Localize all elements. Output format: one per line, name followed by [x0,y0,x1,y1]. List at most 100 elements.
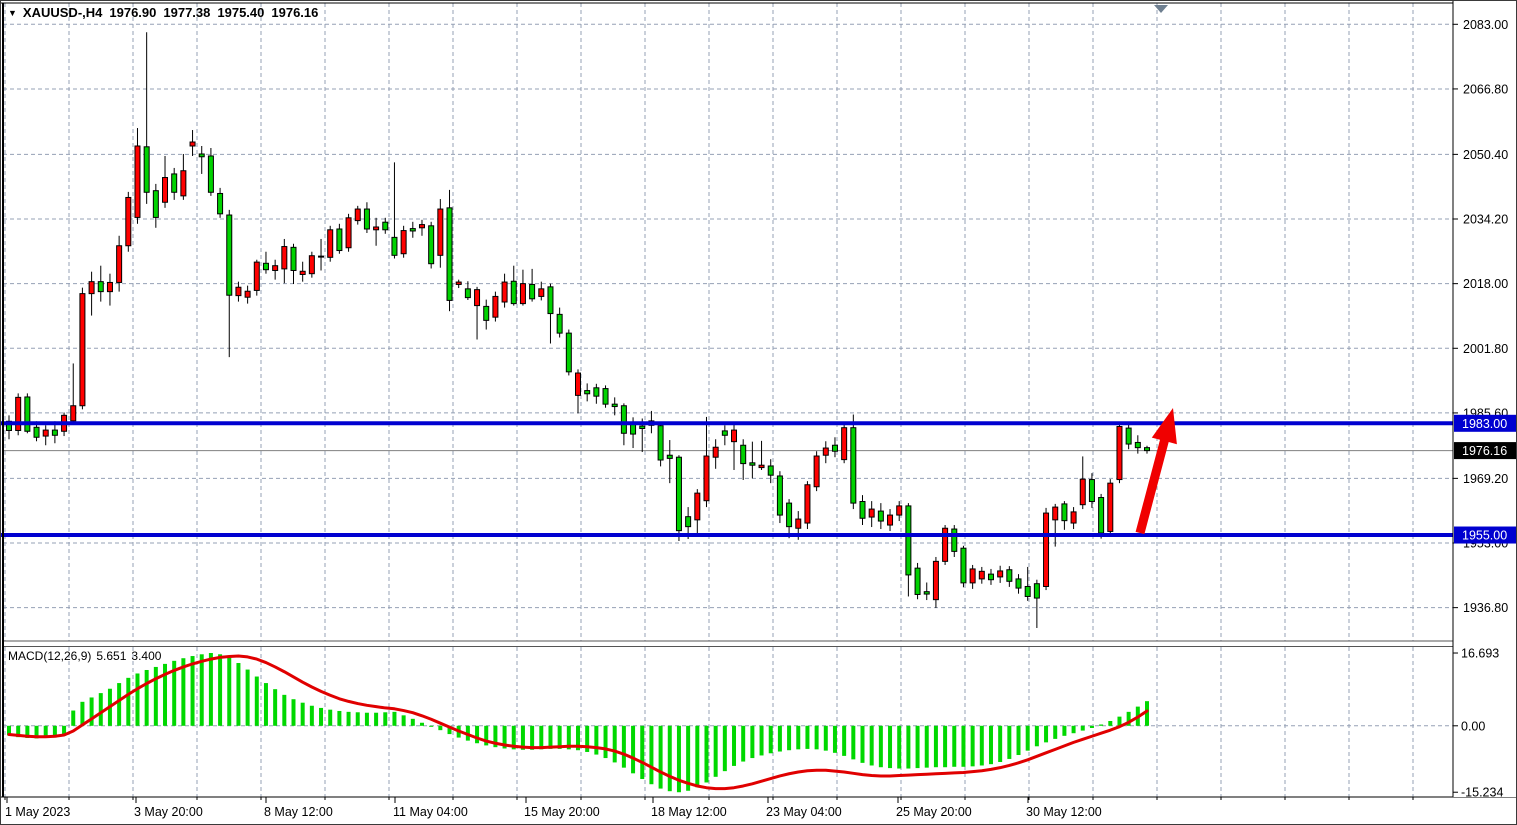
level-price-badge [1454,526,1516,544]
candle-bear [207,155,214,193]
macd-histogram-bar [888,725,893,769]
candle-bull [887,514,894,526]
candle-bear [914,567,921,595]
macd-histogram-bar [227,657,232,726]
macd-histogram-bar [796,725,801,750]
macd-histogram-bar [190,656,195,726]
macd-histogram-bar [429,725,434,727]
macd-main-value: 5.651 [96,649,127,663]
candle-bull [79,293,86,407]
macd-histogram-bar [732,725,737,766]
macd-histogram-bar [419,722,424,726]
price-axis-label: 1936.80 [1463,601,1508,615]
candle-bull [189,141,196,147]
candle-bear [152,190,159,218]
candle-bear [33,426,40,438]
macd-histogram-bar [676,725,681,793]
macd-histogram-bar [1053,725,1058,739]
macd-histogram-bar [328,709,333,726]
macd-histogram-bar [502,725,507,749]
macd-histogram-bar [410,718,415,726]
time-axis-label: 30 May 12:00 [1026,805,1102,819]
candle-bear [685,516,692,528]
macd-histogram-bar [576,725,580,751]
candle-bull [455,281,462,285]
time-axis-label: 1 May 2023 [5,805,70,819]
candle-bear [1033,583,1040,599]
macd-histogram-bar [814,725,819,750]
candle-bull [327,229,334,258]
candle-bull [354,208,361,222]
trend-up-arrow[interactable] [1135,408,1177,535]
macd-histogram-bar [933,725,938,768]
macd-histogram-bar [1080,725,1085,731]
candle-bear [226,214,233,296]
macd-histogram-bar [750,725,755,759]
candle-bear [171,173,178,193]
macd-histogram-bar [1016,725,1021,756]
candle-bull [308,255,315,275]
candle-bear [391,236,398,256]
candle-bear [675,456,682,532]
candle-bear [97,281,104,293]
macd-histogram-bar [952,725,957,767]
candle-bear [1134,441,1141,449]
candle-bear [1024,585,1031,597]
macd-histogram-bar [16,725,21,738]
macd-signal-value: 3.400 [131,649,162,663]
chart-shift-marker-icon[interactable] [1154,5,1168,13]
candle-bear [1144,447,1150,452]
candle-bull [253,261,260,291]
candle-bear [859,501,866,519]
macd-histogram-bar [1071,725,1076,734]
macd-histogram-bar [594,725,599,755]
macd-histogram-bar [1145,701,1149,726]
macd-histogram-bar [1108,721,1113,726]
candle-bear [923,591,930,595]
candle-bull [1116,425,1123,481]
candle-bull [70,405,77,422]
macd-histogram-bar [163,663,168,726]
macd-histogram-bar [851,725,856,760]
candle-bear [428,225,435,265]
candle-bear [850,427,857,504]
candle-bear [510,280,517,305]
macd-histogram-bar [649,725,654,785]
macd-histogram-bar [1126,711,1131,726]
price-axis-label: 2001.80 [1463,342,1508,356]
candle-bull [474,289,481,307]
macd-histogram-bar [924,725,929,768]
macd-histogram-bar [62,725,67,736]
candle-bear [666,454,673,459]
candle-bear [905,505,912,576]
price-axis-label: 2083.00 [1463,18,1508,32]
price-axis-label: 2034.20 [1463,213,1508,227]
candle-bear [318,255,325,258]
macd-histogram-bar [300,702,305,726]
candle-bull [712,446,719,458]
macd-histogram-bar [1117,716,1122,726]
macd-histogram-bar [631,725,636,774]
candle-bull [134,145,141,218]
candle-bear [987,573,994,581]
time-axis-label: 23 May 04:00 [766,805,842,819]
candle-bull [969,568,976,584]
price-axis[interactable] [1453,1,1517,797]
symbol-dropdown-icon[interactable]: ▼ [8,8,17,18]
macd-signal-line [7,654,1149,791]
candle-bull [694,492,701,521]
macd-histogram-bar [897,725,902,769]
macd-histogram-bar [236,663,241,726]
macd-histogram-bar [759,725,764,756]
candle-bear [593,387,600,397]
candle-bear [217,192,224,215]
macd-histogram-bar [117,683,122,726]
candle-bull [345,217,352,249]
candle-bull [978,570,985,580]
candle-bull [299,270,306,275]
ohlc-close: 1976.16 [271,5,319,20]
candle-bull [1107,482,1114,532]
candle-bull [997,570,1004,578]
candle-bull [519,283,526,305]
